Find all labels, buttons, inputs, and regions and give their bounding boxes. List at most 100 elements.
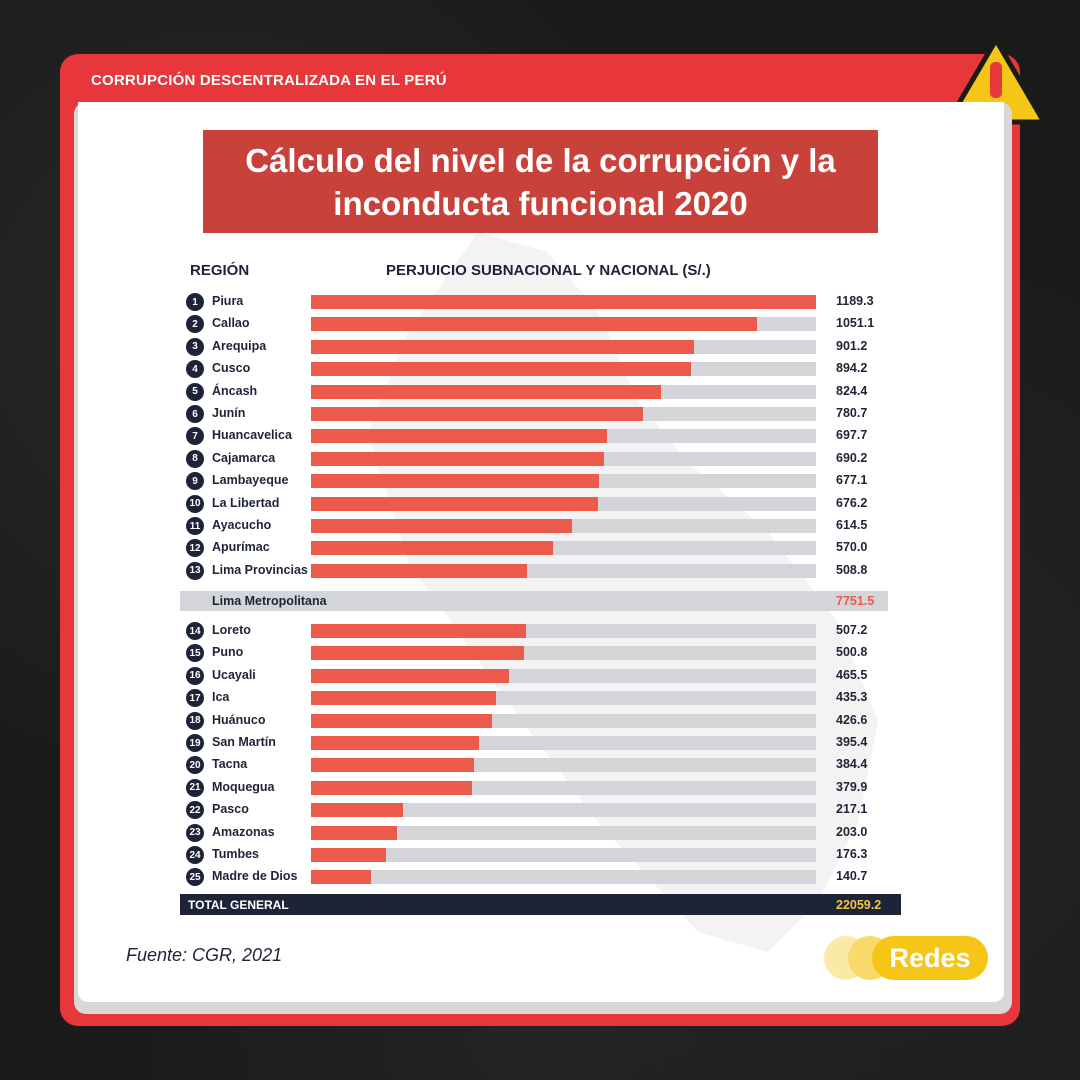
region-label: Ayacucho — [212, 518, 272, 532]
bar-track — [311, 691, 816, 706]
value-label: 217.1 — [836, 802, 868, 817]
region-label: Cajamarca — [212, 450, 276, 465]
bar-track — [311, 668, 816, 683]
bar — [311, 541, 554, 556]
bar — [311, 691, 496, 706]
region-label: Arequipa — [212, 338, 267, 353]
bar-row: 14 Loreto 507.2 — [186, 622, 886, 640]
bar-track — [311, 451, 816, 466]
bar — [311, 362, 691, 377]
bar-row: 21 Moquegua 379.9 — [186, 778, 886, 797]
brand-logo: Redes — [824, 936, 988, 980]
rank-badge: 9 — [186, 472, 204, 491]
bar — [311, 780, 473, 795]
bar — [311, 295, 816, 309]
section-kicker: CORRUPCIÓN DESCENTRALIZADA EN EL PERÚ — [91, 72, 447, 89]
bar — [311, 758, 475, 773]
value-label: 395.4 — [836, 735, 868, 749]
region-label: Tacna — [212, 757, 248, 772]
region-label: Tumbes — [212, 847, 259, 861]
bar — [311, 474, 599, 489]
bar — [311, 451, 605, 466]
bar — [311, 803, 404, 818]
bar — [311, 848, 386, 862]
value-label: 384.4 — [836, 757, 868, 772]
bar-row: 1 Piura 1189.3 — [186, 293, 886, 311]
bar-row: 16 Ucayali 465.5 — [186, 666, 886, 685]
rank-badge: 20 — [186, 756, 204, 775]
region-label: Áncash — [212, 383, 258, 398]
value-label: 894.2 — [836, 361, 868, 376]
source-note: Fuente: CGR, 2021 — [126, 945, 283, 965]
bar — [311, 668, 509, 683]
rank-badge: 6 — [186, 405, 204, 423]
rank-badge: 11 — [186, 517, 204, 535]
bar-row: 13 Lima Provincias 508.8 — [186, 561, 886, 580]
bar-track — [311, 848, 816, 862]
value-label: 676.2 — [836, 495, 868, 510]
lima-metropolitana-value: 7751.5 — [836, 594, 875, 608]
bar-row: 6 Junín 780.7 — [186, 405, 886, 423]
region-label: Huancavelica — [212, 428, 292, 443]
logo-text: Redes — [872, 936, 988, 980]
bar-track — [311, 407, 816, 421]
region-label: Apurímac — [212, 540, 270, 555]
value-label: 507.2 — [836, 623, 868, 637]
rank-badge: 22 — [186, 801, 204, 820]
value-label: 570.0 — [836, 540, 868, 555]
rank-badge: 19 — [186, 734, 204, 752]
bar-row: 2 Callao 1051.1 — [186, 315, 886, 334]
value-label: 614.5 — [836, 518, 868, 532]
region-label: Lima Provincias — [212, 562, 308, 577]
bar-row: 7 Huancavelica 697.7 — [186, 427, 886, 446]
bar — [311, 713, 493, 728]
region-label: Ucayali — [212, 667, 256, 682]
bar — [311, 384, 662, 399]
region-label: La Libertad — [212, 495, 280, 510]
bar-row: 25 Madre de Dios 140.7 — [186, 868, 886, 887]
bar-row: 24 Tumbes 176.3 — [186, 846, 886, 864]
bar-track — [311, 803, 816, 818]
bar-track — [311, 384, 816, 399]
region-label: Piura — [212, 294, 244, 308]
region-label: Junín — [212, 406, 246, 420]
bar-track — [311, 496, 816, 511]
rank-badge: 15 — [186, 644, 204, 663]
value-label: 203.0 — [836, 824, 868, 839]
rank-badge: 12 — [186, 539, 204, 558]
bar — [311, 339, 694, 354]
rank-badge: 18 — [186, 711, 204, 730]
bar-track — [311, 758, 816, 773]
bar-row: 12 Apurímac 570.0 — [186, 539, 886, 558]
bar — [311, 496, 599, 511]
region-column-header: REGIÓN — [190, 262, 250, 279]
bar-row: 9 Lambayeque 677.1 — [186, 472, 886, 491]
value-label: 379.9 — [836, 779, 868, 794]
value-label: 901.2 — [836, 338, 868, 353]
value-label: 697.7 — [836, 428, 868, 443]
rank-badge: 14 — [186, 622, 204, 640]
lima-metropolitana-row: Lima Metropolitana 7751.5 — [180, 591, 888, 611]
region-label: Callao — [212, 316, 250, 331]
region-label: Puno — [212, 645, 244, 660]
value-label: 508.8 — [836, 562, 868, 577]
total-label: TOTAL GENERAL — [188, 898, 289, 912]
rank-badge: 8 — [186, 449, 204, 468]
region-label: Amazonas — [212, 824, 275, 839]
bar — [311, 870, 371, 885]
bar-row: 23 Amazonas 203.0 — [186, 823, 886, 842]
bar-track — [311, 870, 816, 885]
value-column-header: PERJUICIO SUBNACIONAL Y NACIONAL (S/.) — [386, 262, 711, 279]
rank-badge: 23 — [186, 823, 204, 842]
value-label: 1189.3 — [836, 294, 874, 308]
chart-title-box: Cálculo del nivel de la corrupción y la … — [203, 130, 878, 233]
bar-row: 22 Pasco 217.1 — [186, 801, 886, 820]
rank-badge: 24 — [186, 846, 204, 864]
value-label: 1051.1 — [836, 316, 875, 331]
value-label: 140.7 — [836, 869, 868, 884]
value-label: 426.6 — [836, 712, 868, 727]
bar — [311, 624, 527, 638]
rank-badge: 4 — [186, 360, 204, 379]
rank-badge: 17 — [186, 689, 204, 708]
bar-track — [311, 713, 816, 728]
